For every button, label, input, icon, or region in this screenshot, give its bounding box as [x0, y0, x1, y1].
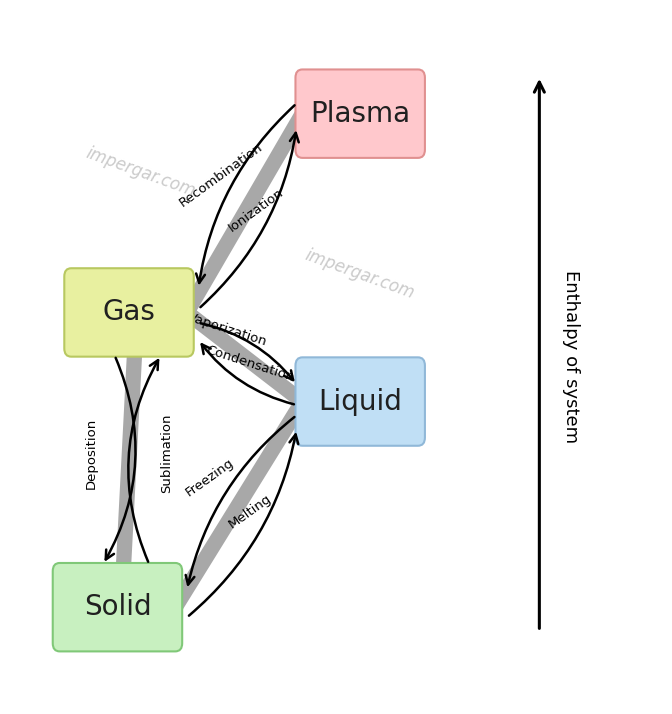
Text: Sublimation: Sublimation — [160, 413, 173, 493]
Text: Gas: Gas — [103, 298, 155, 326]
Text: Ionization: Ionization — [226, 186, 286, 234]
FancyBboxPatch shape — [296, 69, 425, 158]
Text: Melting: Melting — [226, 491, 274, 531]
Text: impergar.com: impergar.com — [83, 144, 198, 200]
FancyBboxPatch shape — [296, 357, 425, 446]
Text: Deposition: Deposition — [85, 418, 98, 488]
Text: Enthalpy of system: Enthalpy of system — [562, 271, 580, 443]
Text: Recombination: Recombination — [177, 141, 265, 210]
Text: impergar.com: impergar.com — [303, 246, 417, 303]
FancyBboxPatch shape — [52, 563, 182, 651]
Text: Solid: Solid — [83, 593, 151, 621]
Text: Condensation: Condensation — [205, 343, 296, 384]
Text: Freezing: Freezing — [183, 456, 237, 498]
Text: Liquid: Liquid — [319, 388, 402, 416]
FancyBboxPatch shape — [65, 268, 194, 357]
Text: Vaporization: Vaporization — [186, 311, 269, 348]
Text: Plasma: Plasma — [310, 100, 410, 128]
